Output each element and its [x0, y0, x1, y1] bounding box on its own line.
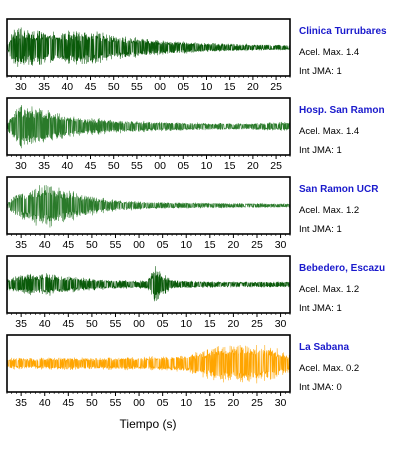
- x-tick-label: 10: [180, 239, 192, 251]
- x-tick-label: 10: [180, 318, 192, 330]
- x-tick-label: 15: [224, 160, 236, 172]
- x-tick-label: 00: [133, 318, 145, 330]
- panel-frame: [6, 97, 291, 156]
- x-tick-label: 20: [228, 397, 240, 409]
- jma-intensity: Int JMA: 0: [299, 382, 342, 393]
- x-tick-label: 50: [86, 397, 98, 409]
- x-axis-title: Tiempo (s): [120, 417, 177, 431]
- jma-intensity: Int JMA: 1: [299, 303, 342, 314]
- x-tick-label: 35: [38, 160, 50, 172]
- x-tick-label: 00: [154, 81, 166, 93]
- jma-intensity: Int JMA: 1: [299, 145, 342, 156]
- waveform-trace: [6, 184, 291, 228]
- x-tick-label: 15: [204, 397, 216, 409]
- x-tick-label: 50: [86, 318, 98, 330]
- x-tick-label: 05: [177, 160, 189, 172]
- x-tick-label: 20: [247, 160, 259, 172]
- x-tick-label: 40: [61, 81, 73, 93]
- x-tick-label: 50: [108, 160, 120, 172]
- station-name: San Ramon UCR: [299, 184, 379, 195]
- waveform-trace: [6, 266, 291, 302]
- x-tick-label: 50: [108, 81, 120, 93]
- acel-max-value: Acel. Max. 0.2: [299, 363, 359, 374]
- panel-frame: [6, 18, 291, 77]
- x-tick-label: 25: [251, 318, 263, 330]
- x-tick-label: 55: [131, 81, 143, 93]
- waveform-trace: [6, 344, 291, 384]
- jma-intensity: Int JMA: 1: [299, 66, 342, 77]
- x-tick-label: 25: [251, 239, 263, 251]
- waveform-trace: [6, 105, 291, 149]
- acel-max-value: Acel. Max. 1.2: [299, 284, 359, 295]
- station-name: Hosp. San Ramon: [299, 105, 385, 116]
- x-tick-label: 45: [62, 318, 74, 330]
- x-tick-label: 55: [110, 397, 122, 409]
- x-tick-label: 45: [85, 160, 97, 172]
- x-tick-label: 30: [15, 81, 27, 93]
- x-tick-label: 05: [157, 397, 169, 409]
- x-tick-label: 30: [275, 397, 287, 409]
- x-tick-label: 25: [270, 81, 282, 93]
- x-tick-label: 45: [85, 81, 97, 93]
- x-tick-label: 10: [201, 81, 213, 93]
- x-tick-label: 10: [180, 397, 192, 409]
- x-tick-label: 30: [275, 318, 287, 330]
- x-tick-label: 40: [39, 318, 51, 330]
- x-tick-label: 30: [275, 239, 287, 251]
- x-tick-label: 45: [62, 239, 74, 251]
- acel-max-value: Acel. Max. 1.2: [299, 205, 359, 216]
- x-tick-label: 05: [177, 81, 189, 93]
- x-tick-label: 25: [270, 160, 282, 172]
- x-tick-label: 35: [15, 318, 27, 330]
- x-tick-label: 25: [251, 397, 263, 409]
- x-tick-label: 50: [86, 239, 98, 251]
- waveform-trace: [6, 27, 291, 67]
- x-tick-label: 00: [154, 160, 166, 172]
- x-tick-label: 10: [201, 160, 213, 172]
- x-tick-label: 20: [228, 318, 240, 330]
- x-tick-label: 20: [228, 239, 240, 251]
- station-name: La Sabana: [299, 342, 349, 353]
- x-tick-label: 35: [38, 81, 50, 93]
- acel-max-value: Acel. Max. 1.4: [299, 47, 359, 58]
- acel-max-value: Acel. Max. 1.4: [299, 126, 359, 137]
- x-tick-label: 30: [15, 160, 27, 172]
- x-tick-label: 00: [133, 239, 145, 251]
- x-tick-label: 05: [157, 239, 169, 251]
- x-tick-label: 40: [39, 397, 51, 409]
- x-tick-label: 40: [61, 160, 73, 172]
- x-tick-label: 15: [224, 81, 236, 93]
- x-tick-label: 20: [247, 81, 259, 93]
- x-tick-label: 35: [15, 239, 27, 251]
- x-tick-label: 55: [110, 239, 122, 251]
- x-tick-label: 15: [204, 318, 216, 330]
- x-tick-label: 05: [157, 318, 169, 330]
- x-tick-label: 00: [133, 397, 145, 409]
- x-tick-label: 40: [39, 239, 51, 251]
- x-tick-label: 35: [15, 397, 27, 409]
- x-tick-label: 55: [131, 160, 143, 172]
- station-name: Clinica Turrubares: [299, 26, 387, 37]
- jma-intensity: Int JMA: 1: [299, 224, 342, 235]
- x-tick-label: 45: [62, 397, 74, 409]
- x-tick-label: 55: [110, 318, 122, 330]
- x-tick-label: 15: [204, 239, 216, 251]
- station-name: Bebedero, Escazu: [299, 263, 385, 274]
